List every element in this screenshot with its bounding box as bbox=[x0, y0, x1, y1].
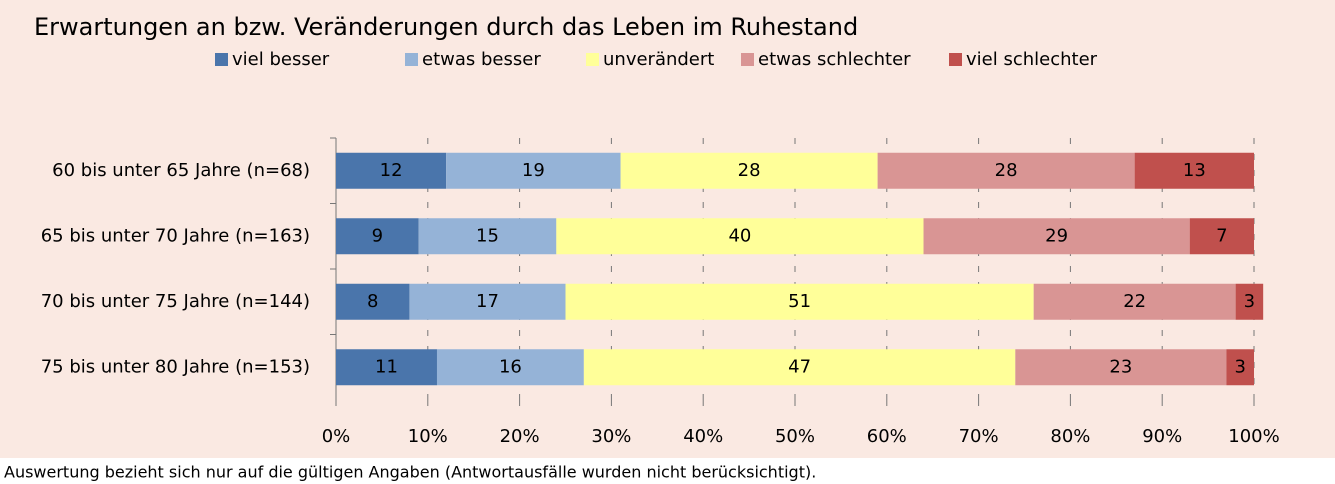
data-label: 28 bbox=[995, 160, 1018, 181]
bar-segment bbox=[436, 349, 584, 386]
bar-segment bbox=[418, 218, 557, 255]
y-tick-label: 70 bis unter 75 Jahre (n=144) bbox=[41, 291, 310, 312]
data-label: 11 bbox=[375, 356, 398, 377]
data-label: 22 bbox=[1123, 291, 1146, 312]
bar-segment bbox=[923, 218, 1190, 255]
data-label: 17 bbox=[476, 291, 499, 312]
bar-segment bbox=[620, 152, 878, 189]
bar-segment bbox=[1226, 349, 1254, 386]
legend-label: etwas schlechter bbox=[758, 49, 911, 70]
x-tick-label: 60% bbox=[867, 426, 907, 447]
x-tick-label: 80% bbox=[1050, 426, 1090, 447]
x-tick-label: 20% bbox=[500, 426, 540, 447]
data-label: 51 bbox=[788, 291, 811, 312]
legend-swatch bbox=[741, 53, 754, 66]
bar-segment bbox=[1235, 283, 1264, 320]
bar-segment bbox=[336, 218, 419, 255]
bar-segment bbox=[877, 152, 1135, 189]
data-label: 29 bbox=[1045, 225, 1068, 246]
data-label: 12 bbox=[380, 160, 403, 181]
note-background bbox=[0, 458, 1335, 484]
data-label: 28 bbox=[738, 160, 761, 181]
bar-segment bbox=[1189, 218, 1254, 255]
data-label: 15 bbox=[476, 225, 499, 246]
x-tick-label: 100% bbox=[1228, 426, 1279, 447]
data-label: 3 bbox=[1244, 291, 1255, 312]
data-label: 16 bbox=[499, 356, 522, 377]
chart-title: Erwartungen an bzw. Veränderungen durch … bbox=[34, 13, 858, 41]
x-tick-label: 90% bbox=[1142, 426, 1182, 447]
legend-label: unverändert bbox=[603, 49, 714, 70]
legend-swatch bbox=[586, 53, 599, 66]
legend-swatch bbox=[215, 53, 228, 66]
legend-label: viel schlechter bbox=[966, 49, 1098, 70]
x-tick-label: 40% bbox=[683, 426, 723, 447]
legend-swatch bbox=[949, 53, 962, 66]
note: Auswertung bezieht sich nur auf die gült… bbox=[4, 463, 816, 482]
bar-segment bbox=[446, 152, 621, 189]
bar-segment bbox=[565, 283, 1034, 320]
bar-segment bbox=[1033, 283, 1236, 320]
legend-label: etwas besser bbox=[422, 49, 541, 70]
data-label: 23 bbox=[1109, 356, 1132, 377]
bar-segment bbox=[336, 152, 447, 189]
legend-swatch bbox=[405, 53, 418, 66]
y-tick-label: 60 bis unter 65 Jahre (n=68) bbox=[52, 160, 310, 181]
data-label: 7 bbox=[1216, 225, 1227, 246]
x-tick-label: 70% bbox=[959, 426, 999, 447]
legend-label: viel besser bbox=[232, 49, 330, 70]
data-label: 47 bbox=[788, 356, 811, 377]
x-tick-label: 30% bbox=[591, 426, 631, 447]
y-tick-label: 65 bis unter 70 Jahre (n=163) bbox=[41, 225, 310, 246]
y-tick-label: 75 bis unter 80 Jahre (n=153) bbox=[41, 356, 310, 377]
bar-segment bbox=[336, 283, 410, 320]
bar-segment bbox=[336, 349, 437, 386]
bar-segment bbox=[556, 218, 924, 255]
bar-segment bbox=[583, 349, 1016, 386]
data-label: 9 bbox=[372, 225, 383, 246]
data-label: 19 bbox=[522, 160, 545, 181]
data-label: 13 bbox=[1183, 160, 1206, 181]
bar-segment bbox=[1015, 349, 1227, 386]
data-label: 8 bbox=[367, 291, 378, 312]
x-tick-label: 0% bbox=[322, 426, 351, 447]
bar-segment bbox=[409, 283, 566, 320]
x-tick-label: 10% bbox=[408, 426, 448, 447]
data-label: 40 bbox=[728, 225, 751, 246]
x-tick-label: 50% bbox=[775, 426, 815, 447]
bar-segment bbox=[1134, 152, 1254, 189]
data-label: 3 bbox=[1235, 356, 1246, 377]
